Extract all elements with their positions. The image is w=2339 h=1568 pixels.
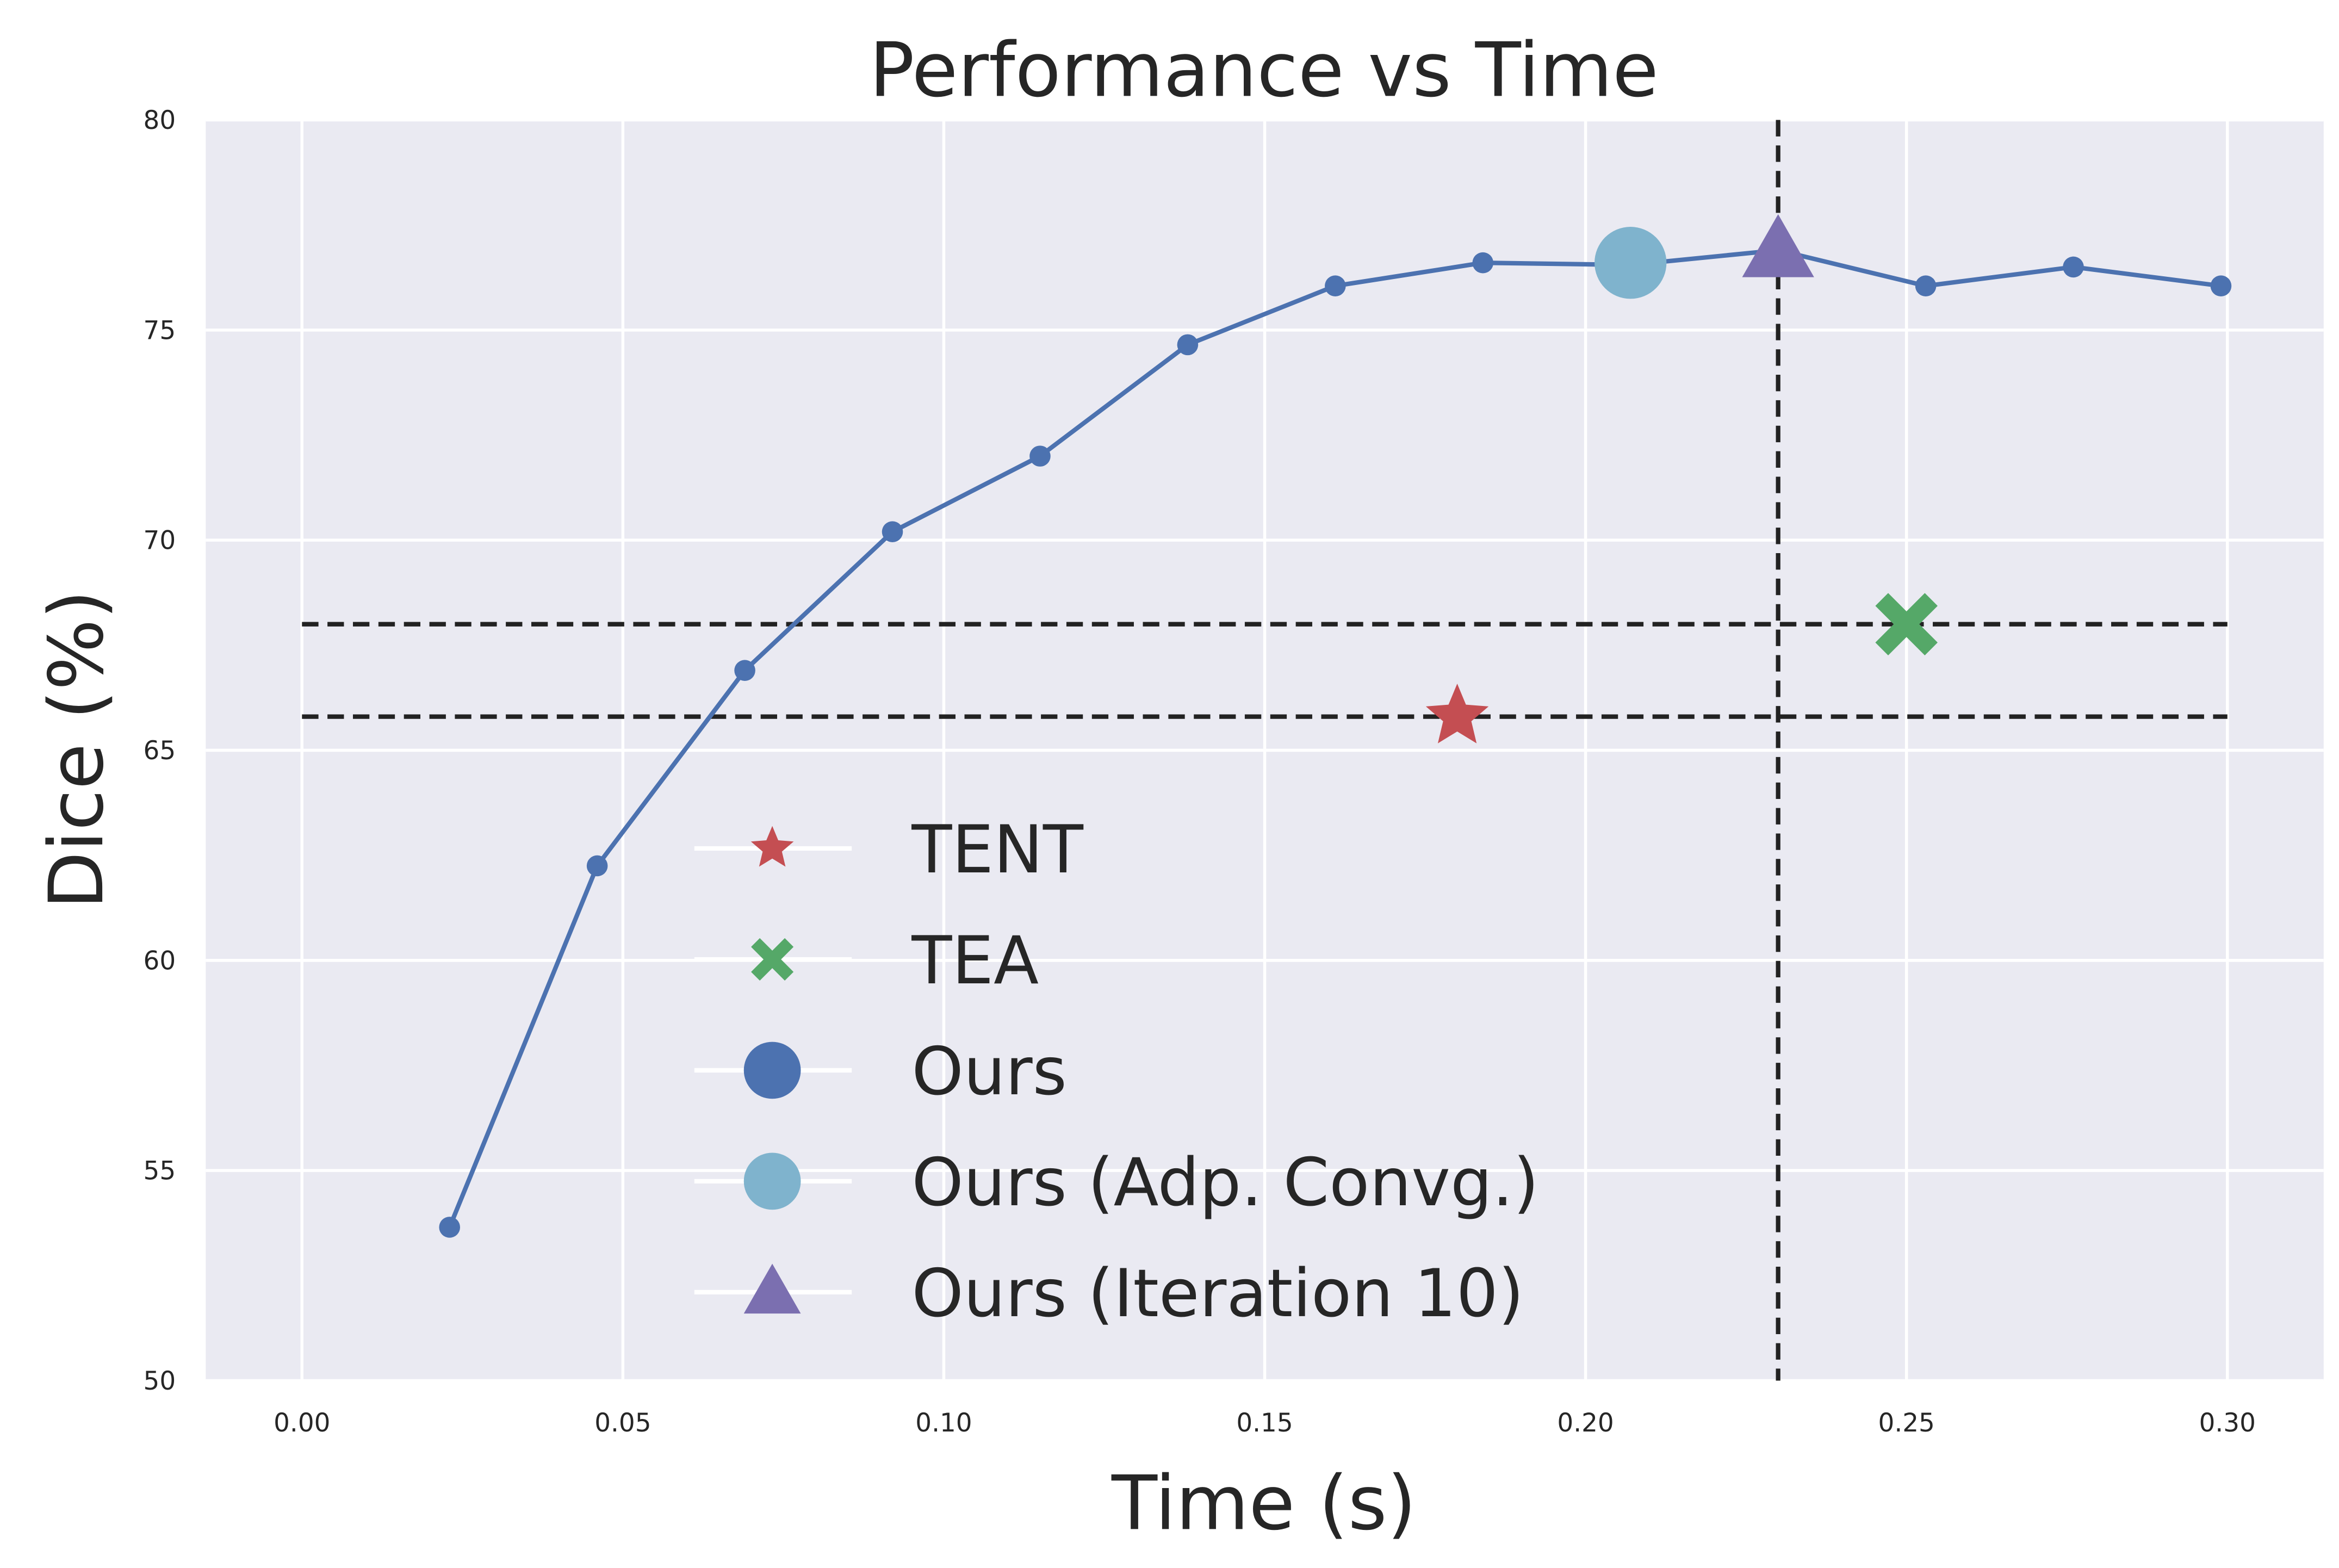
x-tick-label: 0.15 — [1236, 1409, 1293, 1438]
data-point — [1177, 334, 1199, 356]
legend-label: TEA — [911, 922, 1039, 999]
triangle-marker — [1742, 214, 1814, 277]
data-point — [1325, 275, 1346, 296]
legend-label: Ours — [911, 1033, 1066, 1110]
x-marker-stroke — [751, 938, 794, 981]
x-tick-label: 0.05 — [594, 1409, 651, 1438]
method-markers — [1425, 214, 1938, 743]
tick-labels: 0.00 0.05 0.10 0.15 0.20 0.25 0.30 50 55 60 65 70 75… — [144, 106, 2256, 1438]
y-tick-label: 60 — [144, 946, 176, 976]
data-point — [2063, 256, 2084, 278]
y-axis-label: Dice (%) — [33, 590, 120, 909]
y-tick-label: 80 — [144, 106, 176, 135]
legend-label: TENT — [911, 811, 1083, 888]
data-point — [1029, 445, 1051, 467]
chart-title: Performance vs Time — [869, 26, 1658, 114]
circle-marker — [743, 1042, 801, 1099]
triangle-marker — [743, 1263, 801, 1314]
grid — [206, 118, 2324, 1383]
legend-entry: Ours — [694, 1033, 1067, 1110]
star-marker — [750, 826, 794, 867]
x-axis-label: Time (s) — [1111, 1459, 1416, 1547]
y-tick-label: 65 — [144, 736, 176, 766]
y-tick-label: 70 — [144, 526, 176, 556]
data-point — [1472, 252, 1494, 274]
x-tick-label: 0.25 — [1878, 1409, 1935, 1438]
data-point — [439, 1217, 461, 1238]
y-tick-label: 50 — [144, 1367, 176, 1396]
x-tick-label: 0.20 — [1557, 1409, 1614, 1438]
data-point — [586, 855, 608, 877]
data-point — [734, 660, 755, 681]
star-marker — [1425, 684, 1489, 743]
x-marker — [751, 938, 794, 981]
legend-label: Ours (Iteration 10) — [911, 1255, 1524, 1332]
y-tick-label: 55 — [144, 1157, 176, 1186]
legend-entry: Ours (Iteration 10) — [694, 1255, 1524, 1332]
data-point — [1915, 275, 1937, 296]
legend: TENT TEA Ours Ours (Adp. Convg.) Ours (Itera… — [694, 811, 1539, 1332]
x-tick-label: 0.30 — [2199, 1409, 2256, 1438]
circle-marker — [1595, 227, 1667, 299]
x-marker — [1875, 593, 1938, 655]
x-tick-label: 0.00 — [274, 1409, 330, 1438]
circle-marker — [743, 1152, 801, 1210]
legend-entry: Ours (Adp. Convg.) — [694, 1144, 1539, 1221]
x-marker-stroke — [1875, 593, 1938, 655]
legend-entry: TENT — [694, 811, 1084, 888]
y-tick-label: 75 — [144, 316, 176, 345]
data-point — [882, 521, 903, 542]
reference-lines — [302, 120, 2228, 1381]
x-tick-label: 0.10 — [915, 1409, 972, 1438]
legend-label: Ours (Adp. Convg.) — [911, 1144, 1538, 1221]
data-point — [2210, 275, 2232, 296]
legend-entry: TEA — [694, 922, 1039, 999]
